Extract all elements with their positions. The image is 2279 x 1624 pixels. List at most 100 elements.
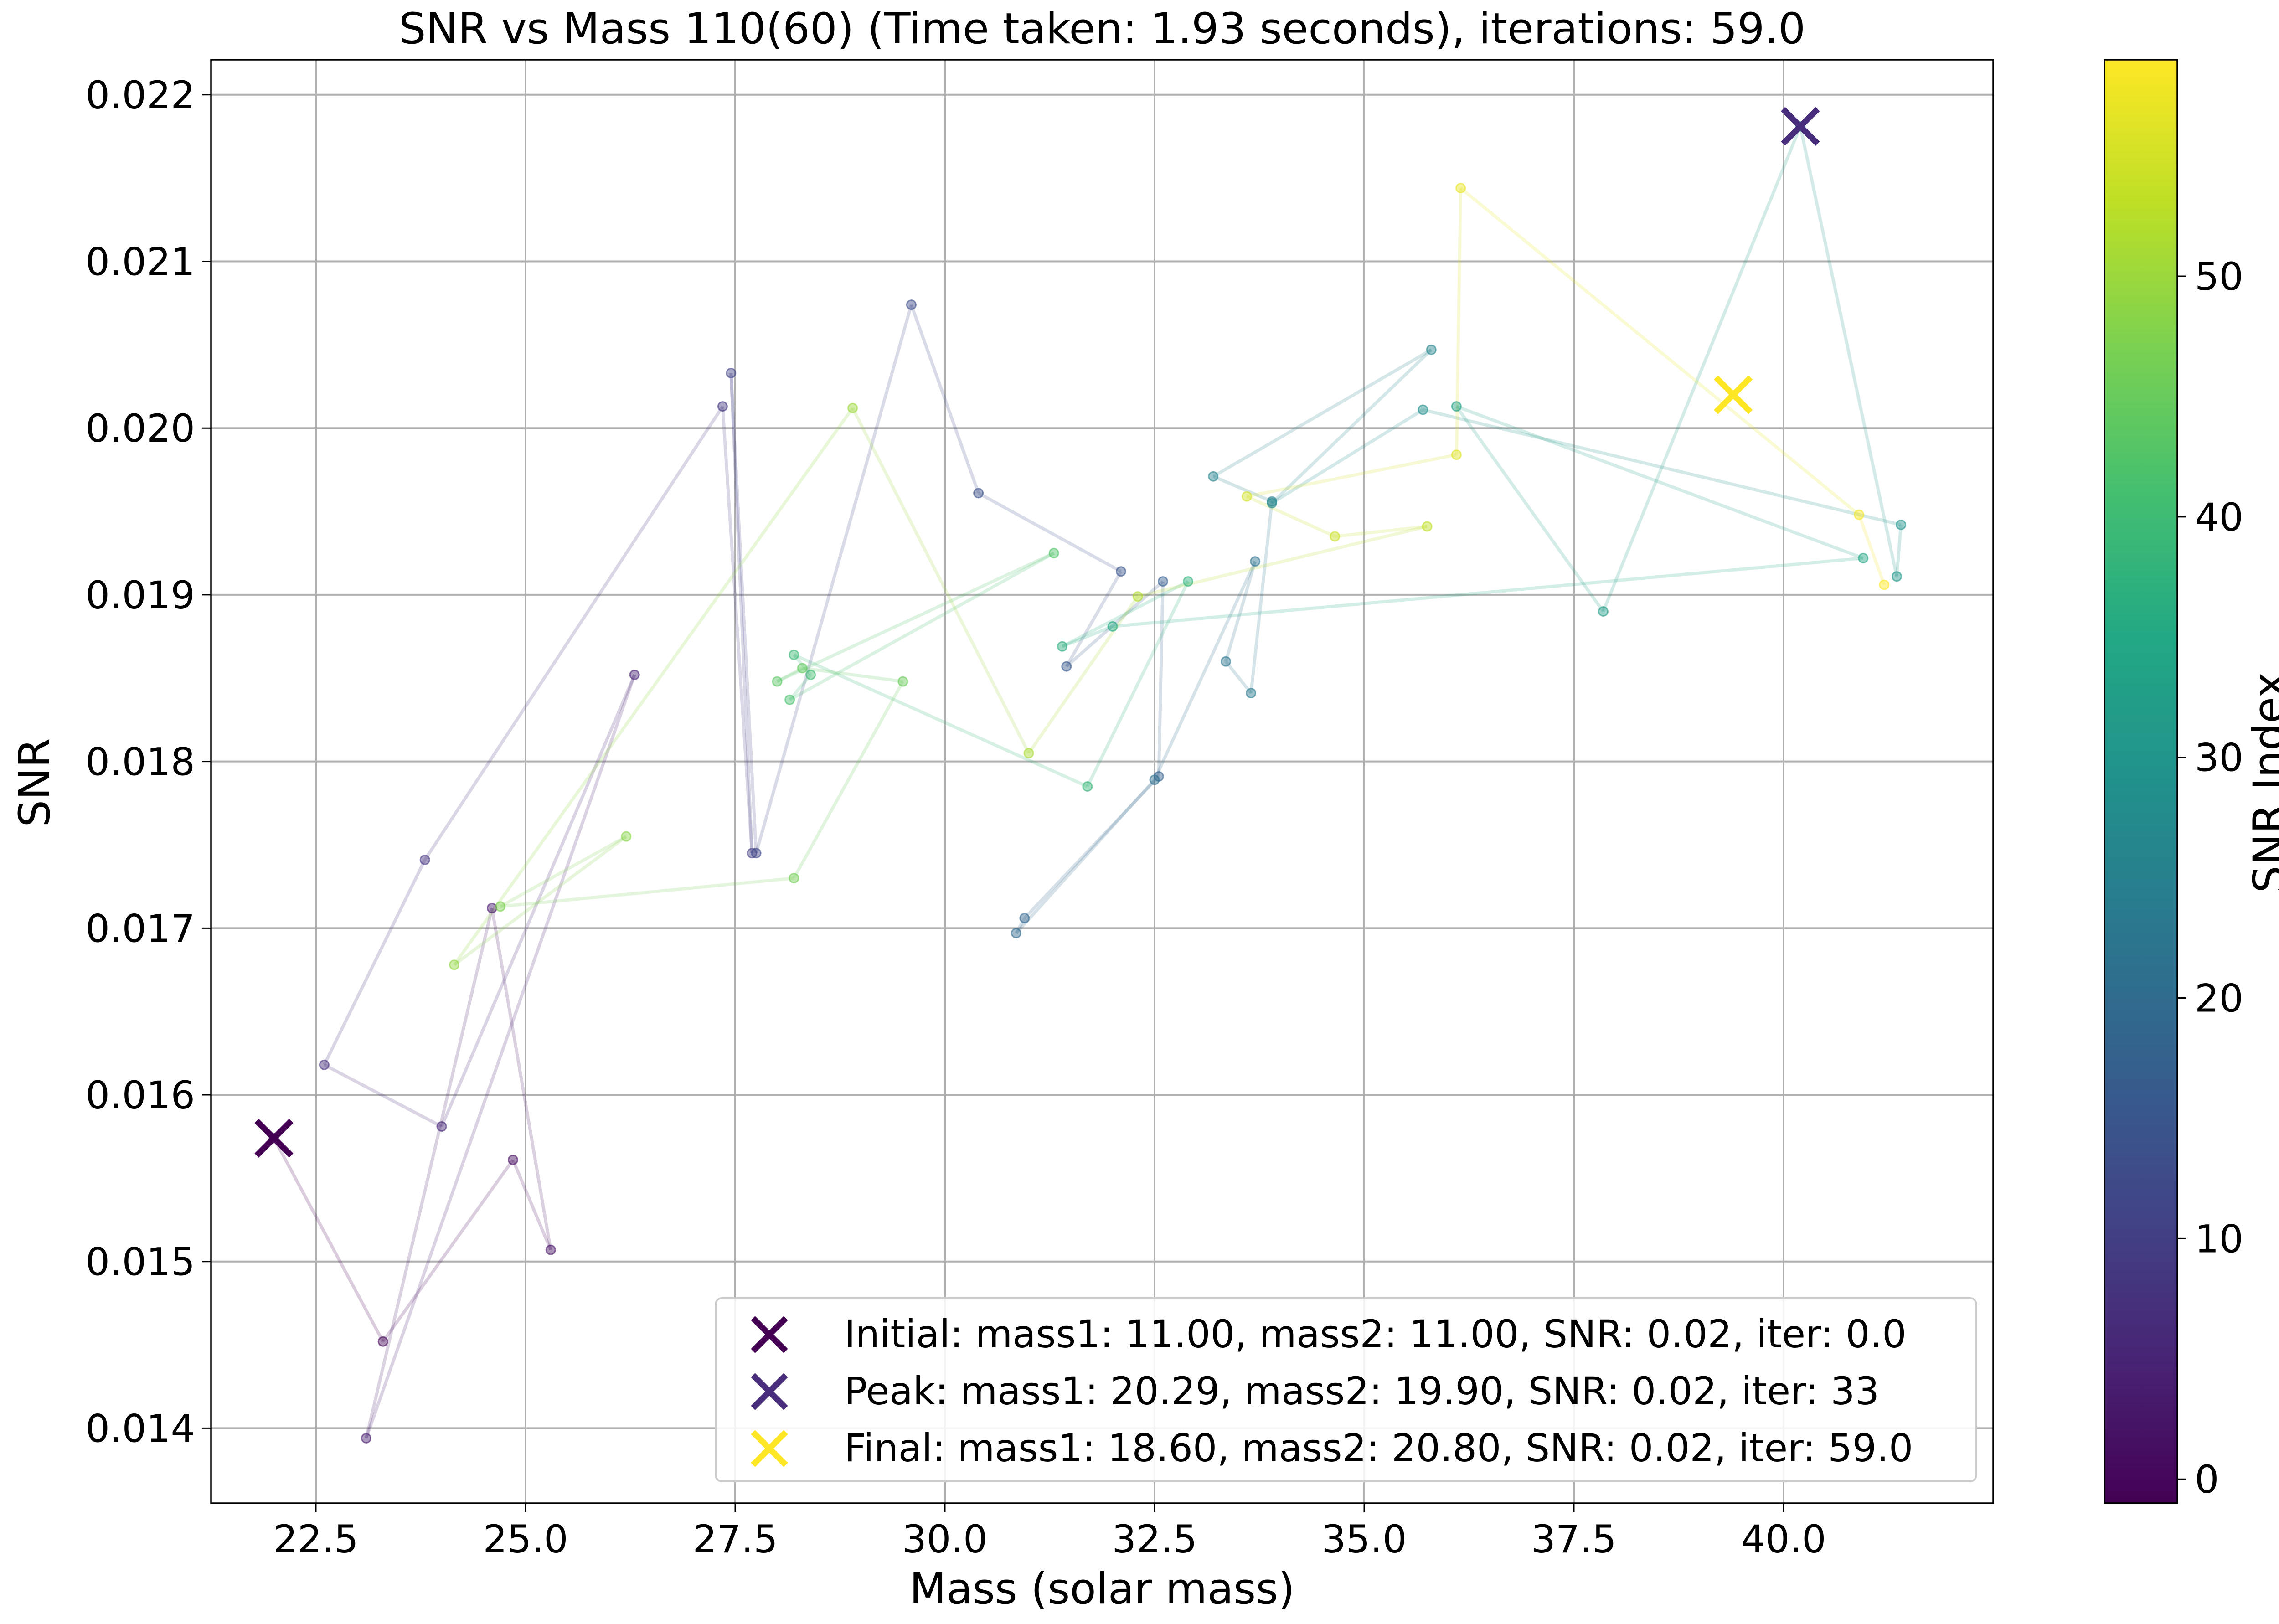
data-point <box>726 368 737 379</box>
path-segment <box>1212 475 1273 503</box>
path-segment <box>1246 495 1336 538</box>
path-segment <box>729 373 754 853</box>
y-tick-label: 0.020 <box>86 406 195 451</box>
data-point <box>1115 566 1126 577</box>
path-segment <box>323 859 427 1066</box>
data-point <box>319 1059 330 1070</box>
data-point <box>1241 491 1252 502</box>
path-segment <box>1799 126 1898 577</box>
data-point <box>717 401 728 412</box>
peak-marker <box>1781 107 1820 146</box>
data-point <box>1896 519 1907 530</box>
path-segment <box>1015 778 1156 934</box>
path-segment <box>364 907 494 1439</box>
legend-box <box>715 1297 1977 1482</box>
data-point <box>1011 928 1021 938</box>
legend-entry-label: Initial: mass1: 11.00, mass2: 11.00, SNR… <box>844 1312 1907 1356</box>
data-point <box>847 402 858 413</box>
data-point <box>1879 579 1890 590</box>
x-tick-label: 37.5 <box>1531 1517 1616 1562</box>
colorbar-label: SNR Index <box>2244 672 2279 893</box>
path-segment <box>1249 501 1274 694</box>
data-point <box>973 488 984 499</box>
path-segment <box>729 373 758 853</box>
y-tick-label: 0.019 <box>86 573 195 618</box>
path-segment <box>910 304 980 494</box>
path-segment <box>1015 917 1026 934</box>
final-marker <box>1714 375 1753 414</box>
colorbar-tick-label: 40 <box>2195 495 2243 540</box>
data-point <box>1330 531 1341 542</box>
data-point <box>1426 344 1437 355</box>
y-tick-label: 0.022 <box>86 73 195 118</box>
y-tick-label: 0.021 <box>86 240 195 284</box>
legend: Initial: mass1: 11.00, mass2: 11.00, SNR… <box>715 1297 1977 1482</box>
initial-marker <box>254 1119 294 1158</box>
data-point <box>1183 576 1194 587</box>
data-point <box>1418 404 1428 415</box>
path-segment <box>1086 581 1190 788</box>
path-segment <box>1153 561 1257 781</box>
y-tick-label: 0.015 <box>86 1240 195 1284</box>
path-segment <box>1454 188 1463 455</box>
data-point <box>1891 571 1902 582</box>
path-points <box>268 121 1907 1444</box>
x-tick-label: 32.5 <box>1112 1517 1197 1562</box>
data-point <box>1451 449 1462 460</box>
path-segment <box>1602 125 1802 612</box>
plot-frame <box>210 59 1994 1504</box>
data-point <box>1019 913 1030 923</box>
data-point <box>1057 641 1068 652</box>
data-point <box>1246 688 1257 699</box>
data-point <box>377 1336 388 1347</box>
grid <box>211 60 1993 1503</box>
path-segment <box>788 674 812 701</box>
path-segment <box>1459 186 1860 516</box>
path-segment <box>1456 405 1864 560</box>
data-point <box>784 694 795 705</box>
data-point <box>789 650 799 660</box>
data-point <box>1157 576 1168 587</box>
path-segment <box>776 552 1055 683</box>
path-segment <box>1335 525 1428 538</box>
x-tick-label: 40.0 <box>1741 1517 1826 1562</box>
legend-marker <box>751 1316 788 1353</box>
x-tick-label: 27.5 <box>692 1517 778 1562</box>
data-point <box>751 848 762 859</box>
data-point <box>545 1244 556 1255</box>
data-point <box>507 1155 518 1165</box>
path-segment <box>1065 580 1164 668</box>
path-segment <box>453 407 854 966</box>
path-segment <box>272 1137 385 1342</box>
data-point <box>449 959 460 970</box>
x-ticks: 22.5 25.0 27.5 30.0 32.5 35.0 37.5 40.0 <box>273 1503 1826 1562</box>
path-segment <box>1062 625 1114 648</box>
path-segment <box>511 1159 552 1251</box>
path-segment <box>382 1159 515 1343</box>
x-tick-label: 35.0 <box>1321 1517 1407 1562</box>
data-point <box>361 1433 371 1444</box>
path-segment <box>365 674 636 1439</box>
path-segment <box>423 405 724 861</box>
path-segment <box>1027 595 1140 754</box>
chart-title: SNR vs Mass 110(60) (Time taken: 1.93 se… <box>399 4 1805 54</box>
data-point <box>1858 552 1869 563</box>
data-point <box>495 901 506 912</box>
data-point <box>621 831 632 842</box>
data-point <box>1082 781 1093 792</box>
colorbar-tick-label: 10 <box>2195 1217 2243 1261</box>
legend-marker <box>751 1430 788 1467</box>
data-point <box>906 299 917 310</box>
path-segment <box>1271 348 1433 505</box>
markers <box>254 107 1820 1158</box>
path-segment <box>851 407 1031 754</box>
data-point <box>1854 509 1865 520</box>
path-segment <box>1112 556 1864 628</box>
x-tick-label: 30.0 <box>902 1517 987 1562</box>
x-axis-label: Mass (solar mass) <box>909 1564 1295 1614</box>
data-point <box>1455 183 1466 194</box>
path-segment <box>1857 514 1886 586</box>
colorbar-tick-label: 20 <box>2195 976 2243 1021</box>
colorbar-tick-label: 50 <box>2195 254 2243 299</box>
